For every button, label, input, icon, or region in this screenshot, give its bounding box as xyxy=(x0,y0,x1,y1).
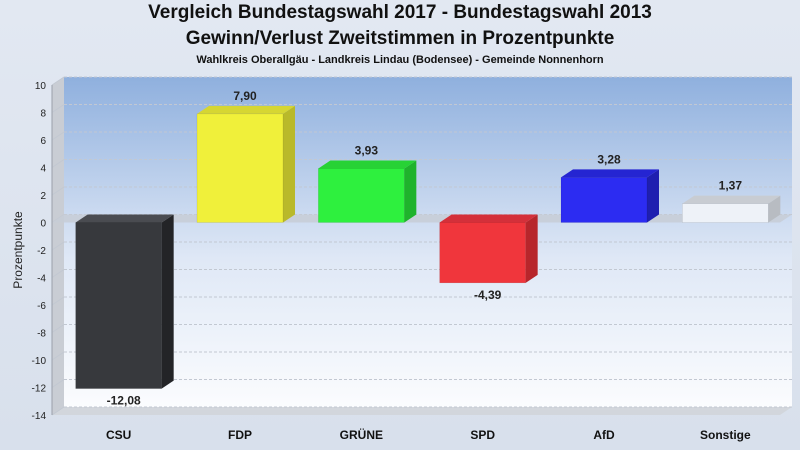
gridline-wall xyxy=(51,324,65,333)
data-label: -12,08 xyxy=(107,394,141,408)
x-tick-label: Sonstige xyxy=(700,428,751,442)
bar-grüne: 3,93 xyxy=(318,143,417,223)
y-tick-label: -12 xyxy=(32,384,47,395)
gridline-wall xyxy=(51,131,65,141)
bars: -12,08 7,90 3,93 -4,39 3,28 1,37 xyxy=(75,89,781,408)
y-tick-label: 10 xyxy=(35,81,47,92)
y-tick-label: -4 xyxy=(37,274,46,285)
bar-top xyxy=(682,195,781,204)
bar-top xyxy=(439,214,538,223)
bar-top xyxy=(318,160,417,169)
bar-spd: -4,39 xyxy=(439,214,538,302)
bar-side xyxy=(404,160,417,223)
data-label: 7,90 xyxy=(233,89,257,103)
bar-face xyxy=(196,113,284,223)
y-axis: 10 8 6 4 2 0 -2 -4 -6 -8 -10 -12 -14 xyxy=(32,81,53,422)
y-tick-label: 4 xyxy=(40,164,46,175)
bar-side xyxy=(525,214,538,283)
gridline-wall xyxy=(51,269,65,278)
bar-face xyxy=(439,222,526,284)
gridline-wall xyxy=(51,241,65,251)
y-tick-label: 0 xyxy=(40,219,46,230)
gridline-wall xyxy=(51,379,65,388)
gridline-wall xyxy=(51,76,65,86)
y-tick-label: 2 xyxy=(40,191,46,202)
y-tick-label: -2 xyxy=(37,246,46,257)
floor xyxy=(52,407,792,415)
bar-face xyxy=(75,222,162,389)
y-tick-label: -10 xyxy=(32,356,47,367)
bar-csu: -12,08 xyxy=(75,214,174,408)
gridline-wall xyxy=(51,351,65,361)
bar-sonstige: 1,37 xyxy=(682,179,781,223)
gridline-wall xyxy=(51,104,65,113)
x-tick-label: GRÜNE xyxy=(340,427,383,442)
data-label: -4,39 xyxy=(474,288,502,302)
data-label: 3,93 xyxy=(355,143,379,157)
y-tick-label: 8 xyxy=(40,109,46,120)
chart-subtitle: Gewinn/Verlust Zweitstimmen in Prozentpu… xyxy=(185,28,615,49)
bar-top xyxy=(197,105,295,114)
x-axis: CSU FDP GRÜNE SPD AfD Sonstige xyxy=(106,427,751,442)
bar-top xyxy=(75,214,174,223)
gridline-wall xyxy=(51,186,65,196)
x-tick-label: AfD xyxy=(593,428,615,442)
x-tick-label: CSU xyxy=(106,428,131,442)
data-label: 3,28 xyxy=(597,152,621,166)
bar-side xyxy=(647,169,659,223)
bar-face xyxy=(318,168,405,223)
y-tick-label: -8 xyxy=(37,329,46,340)
bar-face xyxy=(560,177,648,223)
y-tick-label: 6 xyxy=(40,136,46,147)
gridline-wall xyxy=(51,406,65,416)
data-label: 1,37 xyxy=(719,179,743,193)
x-tick-label: SPD xyxy=(470,428,495,442)
x-tick-label: FDP xyxy=(228,428,252,442)
chart-subtitle-location: Wahlkreis Oberallgäu - Landkreis Lindau … xyxy=(196,54,604,66)
chart-title: Vergleich Bundestagswahl 2017 - Bundesta… xyxy=(148,2,652,23)
gridline-wall xyxy=(51,159,65,168)
bar-fdp: 7,90 xyxy=(196,89,295,223)
bar-top xyxy=(561,169,659,178)
bar-afd: 3,28 xyxy=(560,152,659,223)
gridline-wall xyxy=(51,296,65,306)
bar-side xyxy=(283,105,295,223)
y-axis-label: Prozentpunkte xyxy=(11,211,25,289)
y-tick-label: -6 xyxy=(37,301,46,312)
bar-side xyxy=(161,214,174,389)
bar-side xyxy=(768,195,781,223)
bar-face xyxy=(682,203,769,223)
y-tick-label: -14 xyxy=(32,411,47,422)
